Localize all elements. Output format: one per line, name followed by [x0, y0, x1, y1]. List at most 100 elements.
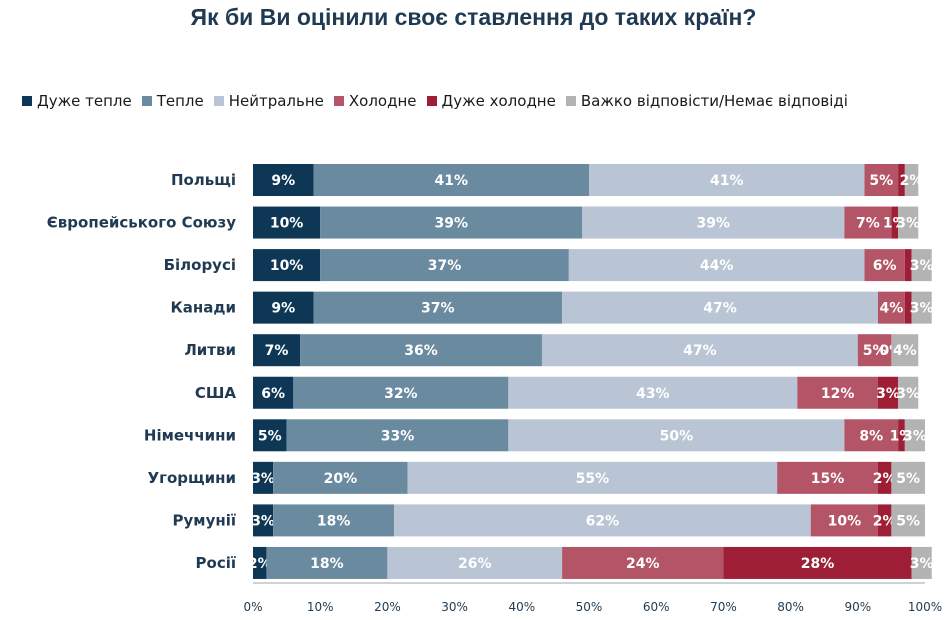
legend-item: Дуже холодне: [426, 92, 556, 110]
category-label: Литви: [184, 341, 236, 359]
data-label: 44%: [700, 258, 734, 274]
legend-item: Нейтральне: [213, 92, 324, 110]
bar-segment: [911, 291, 932, 324]
bar-segment: [864, 249, 905, 282]
data-label: 24%: [626, 556, 660, 572]
data-label: 9%: [271, 301, 295, 317]
data-label: 5%: [896, 471, 920, 487]
data-label: 2%: [873, 471, 897, 487]
bar-segment: [253, 504, 274, 537]
bar-segment: [582, 206, 845, 239]
data-label: 50%: [660, 428, 694, 444]
bar-segment: [313, 164, 589, 196]
bar-segment: [313, 291, 563, 324]
data-label: 5%: [863, 343, 887, 359]
bar-segment: [273, 461, 408, 494]
data-label: 10%: [270, 258, 304, 274]
bar-segment: [877, 376, 899, 409]
bar-segment: [904, 164, 919, 196]
data-label: 26%: [458, 556, 492, 572]
data-label: 43%: [636, 386, 670, 402]
data-label: 15%: [811, 471, 845, 487]
bar-segment: [266, 546, 388, 579]
bar-segment: [293, 376, 509, 409]
category-label: Європейського Союзу: [47, 214, 236, 232]
legend-label: Дуже холодне: [441, 92, 556, 110]
legend-swatch: [22, 96, 32, 106]
bar-segment: [810, 504, 878, 537]
data-label: 4%: [893, 343, 917, 359]
data-label: 5%: [258, 428, 282, 444]
bar-segment: [562, 291, 878, 324]
data-label: 6%: [873, 258, 897, 274]
data-label: 32%: [384, 386, 418, 402]
x-tick-label: 100%: [908, 600, 942, 614]
bar-segment: [777, 461, 878, 494]
x-tick-label: 80%: [777, 600, 804, 614]
data-label: 37%: [428, 258, 462, 274]
bar-segment: [904, 291, 912, 324]
bar-segment: [891, 334, 919, 367]
data-label: 10%: [828, 513, 862, 529]
bar-segment: [864, 164, 899, 196]
data-label: 7%: [265, 343, 289, 359]
bar-segment: [300, 334, 542, 367]
legend-label: Нейтральне: [228, 92, 324, 110]
bar-segment: [797, 376, 878, 409]
data-label: 62%: [586, 513, 620, 529]
bar-segment: [911, 249, 932, 282]
data-label: 39%: [697, 216, 731, 232]
x-tick-label: 40%: [508, 600, 535, 614]
x-tick-label: 90%: [844, 600, 871, 614]
bar-segment: [568, 249, 865, 282]
data-label: 3%: [903, 428, 927, 444]
category-label: Білорусі: [164, 256, 236, 274]
x-tick-label: 30%: [441, 600, 468, 614]
category-label: США: [195, 384, 237, 402]
x-tick-label: 70%: [710, 600, 737, 614]
data-label: 3%: [251, 513, 275, 529]
x-tick-label: 60%: [643, 600, 670, 614]
data-label: 3%: [910, 258, 934, 274]
bar-segment: [877, 504, 892, 537]
data-label: 47%: [703, 301, 737, 317]
data-label: 3%: [910, 556, 934, 572]
data-label: 18%: [317, 513, 351, 529]
category-label: Росії: [196, 554, 236, 572]
data-label: 3%: [896, 386, 920, 402]
bar-segment: [891, 206, 899, 239]
bar-segment: [253, 546, 267, 579]
bar-segment: [891, 504, 925, 537]
bar-segment: [286, 419, 509, 452]
data-label: 5%: [869, 173, 893, 189]
bar-segment: [898, 376, 919, 409]
bar-segment: [844, 419, 899, 452]
bar-segment: [723, 546, 912, 579]
x-tick-label: 50%: [576, 600, 603, 614]
bar-segment: [904, 419, 925, 452]
bar-segment: [253, 249, 321, 282]
chart-title: Як би Ви оцінили своє ставлення до таких…: [190, 4, 757, 30]
bar-segment: [891, 461, 925, 494]
legend-swatch: [213, 96, 224, 106]
category-label: Німеччини: [144, 426, 236, 444]
data-label: 20%: [324, 471, 358, 487]
bar-segment: [253, 334, 301, 367]
data-label: 3%: [910, 301, 934, 317]
legend-item: Тепле: [141, 92, 204, 110]
category-label: Польщі: [171, 171, 236, 189]
data-label: 3%: [876, 386, 900, 402]
data-label: 5%: [896, 513, 920, 529]
data-label: 39%: [434, 216, 468, 232]
bar-segment: [911, 546, 932, 579]
data-label: 28%: [801, 556, 835, 572]
bar-segment: [273, 504, 395, 537]
legend-item: Холодне: [333, 92, 417, 110]
bar-segment: [320, 206, 583, 239]
data-label: 8%: [859, 428, 883, 444]
bar-segment: [387, 546, 563, 579]
legend-label: Холодне: [348, 92, 417, 110]
data-label: 2%: [873, 513, 897, 529]
data-label: 6%: [261, 386, 285, 402]
